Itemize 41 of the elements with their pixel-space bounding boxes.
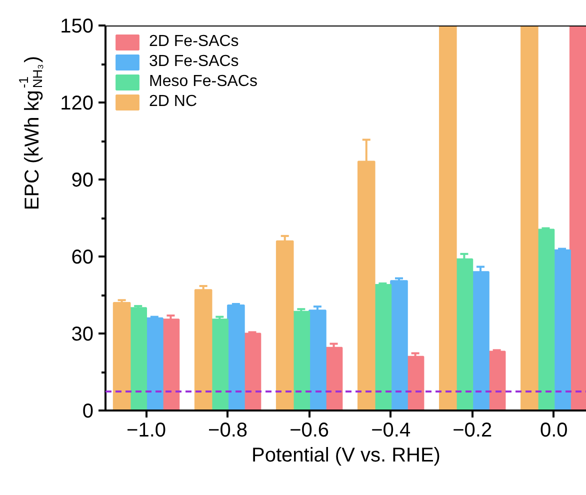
bar [553,249,571,410]
bar [520,26,538,410]
bar [210,318,229,410]
y-tick-label: 150 [60,16,94,38]
y-tick-label: 90 [71,170,94,192]
bar [194,289,212,410]
bar [276,240,294,410]
x-tick-label: −0.6 [290,420,330,442]
bar [439,26,457,410]
legend-label: Meso Fe-SACs [149,73,258,91]
bar [324,346,343,410]
x-tick-label: −0.4 [371,420,411,442]
legend-label: 2D Fe-SACs [149,33,239,51]
y-tick-label: 60 [71,246,94,268]
bar [374,284,392,410]
bar [390,280,408,410]
y-axis-title: EPC (kWh kg-1NH₃) [16,56,45,210]
bar [112,302,131,410]
y-tick-label: 30 [71,324,94,346]
bar [406,356,424,410]
bar [472,271,490,410]
bar [227,304,245,410]
bar [129,307,148,410]
bar [162,318,180,410]
x-axis-title: Potential (V vs. RHE) [252,444,440,466]
y-tick-label: 0 [82,400,94,422]
bar [488,350,506,410]
y-tick-label: 120 [60,92,94,114]
x-tick-label: −1.0 [126,420,166,442]
legend-label: 3D Fe-SACs [149,53,239,71]
bar [292,310,310,410]
bar [146,317,164,410]
x-tick-label: −0.2 [452,420,492,442]
bar [569,26,586,410]
x-tick-label: 0.0 [540,420,568,442]
bar [536,228,555,410]
legend-label: 2D NC [149,93,198,111]
bar [243,332,262,410]
bar [455,258,474,410]
bar [308,310,326,410]
x-tick-label: −0.8 [208,420,248,442]
